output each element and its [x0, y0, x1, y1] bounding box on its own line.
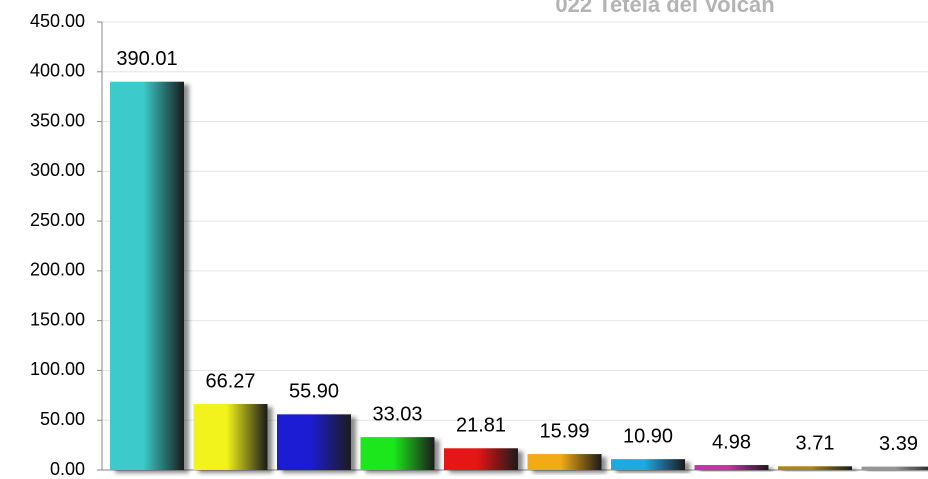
chart-title: 022 Tetela del Volcán: [555, 0, 774, 17]
y-tick-label: 100.00: [30, 359, 85, 379]
value-label: 390.01: [116, 48, 177, 70]
bar: [861, 466, 928, 470]
value-label: 4.98: [712, 431, 751, 453]
value-label: 66.27: [205, 370, 255, 392]
y-tick-label: 450.00: [30, 11, 85, 31]
y-tick-label: 200.00: [30, 260, 85, 280]
bar: [527, 454, 602, 470]
bar: [110, 81, 184, 470]
value-label: 21.81: [456, 415, 506, 437]
y-tick-label: 300.00: [30, 160, 85, 180]
y-tick-label: 0.00: [50, 459, 85, 479]
value-label: 3.71: [796, 433, 835, 455]
y-tick-label: 150.00: [30, 309, 85, 329]
value-label: 3.39: [879, 433, 918, 455]
bar: [193, 404, 268, 470]
bar: [611, 459, 685, 470]
bar: [778, 466, 852, 470]
value-label: 10.90: [623, 425, 673, 447]
y-tick-label: 350.00: [30, 110, 85, 130]
bar: [694, 465, 769, 470]
value-label: 15.99: [539, 420, 589, 442]
bar: [444, 448, 518, 470]
value-label: 33.03: [372, 403, 422, 425]
y-tick-label: 50.00: [40, 409, 85, 429]
y-tick-label: 400.00: [30, 61, 85, 81]
bar: [360, 437, 435, 470]
value-label: 55.90: [289, 381, 339, 403]
y-tick-label: 250.00: [30, 210, 85, 230]
bar: [277, 414, 351, 470]
